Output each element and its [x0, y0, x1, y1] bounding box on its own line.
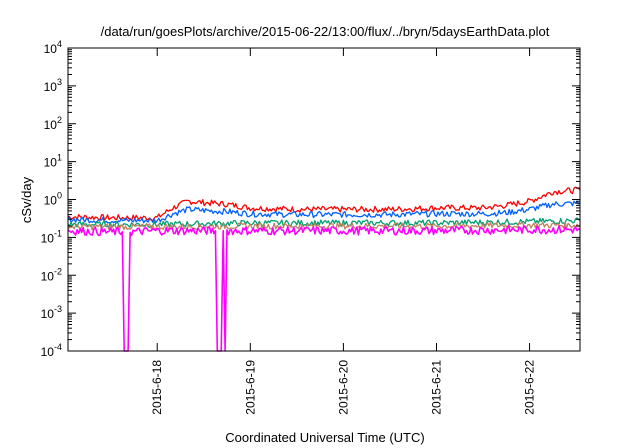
y-tick-label: 104: [44, 39, 62, 56]
y-tick-label: 10-1: [41, 228, 62, 245]
y-tick-label: 103: [44, 77, 62, 94]
series-line-2: [67, 200, 581, 224]
y-axis: 10-4 10-3 10-2 10-1 100 101 102 103 104: [41, 39, 580, 359]
y-tick-label: 10-2: [41, 266, 62, 283]
y-tick-label: 10-4: [41, 342, 62, 359]
x-tick-label: 2015-6-18: [150, 360, 164, 415]
x-tick-label: 2015-6-20: [336, 360, 350, 415]
series-line-1: [67, 186, 581, 222]
x-tick-label: 2015-6-19: [243, 360, 257, 415]
y-axis-label: cSv/day: [19, 176, 34, 223]
y-tick-label: 100: [44, 191, 62, 208]
y-tick-label: 102: [44, 115, 62, 132]
plot-frame: [67, 47, 581, 352]
x-tick-label: 2015-6-22: [523, 360, 537, 415]
chart-title: /data/run/goesPlots/archive/2015-06-22/1…: [101, 24, 550, 39]
series-layer: [67, 186, 581, 352]
series-line-5: [67, 225, 581, 352]
y-tick-label: 101: [44, 153, 62, 170]
x-axis: 2015-6-18 2015-6-19 2015-6-20 2015-6-21 2015…: [150, 48, 537, 415]
x-tick-label: 2015-6-21: [429, 360, 443, 415]
x-axis-label: Coordinated Universal Time (UTC): [225, 430, 424, 445]
series-line-4: [67, 221, 581, 231]
y-tick-label: 10-3: [41, 304, 62, 321]
